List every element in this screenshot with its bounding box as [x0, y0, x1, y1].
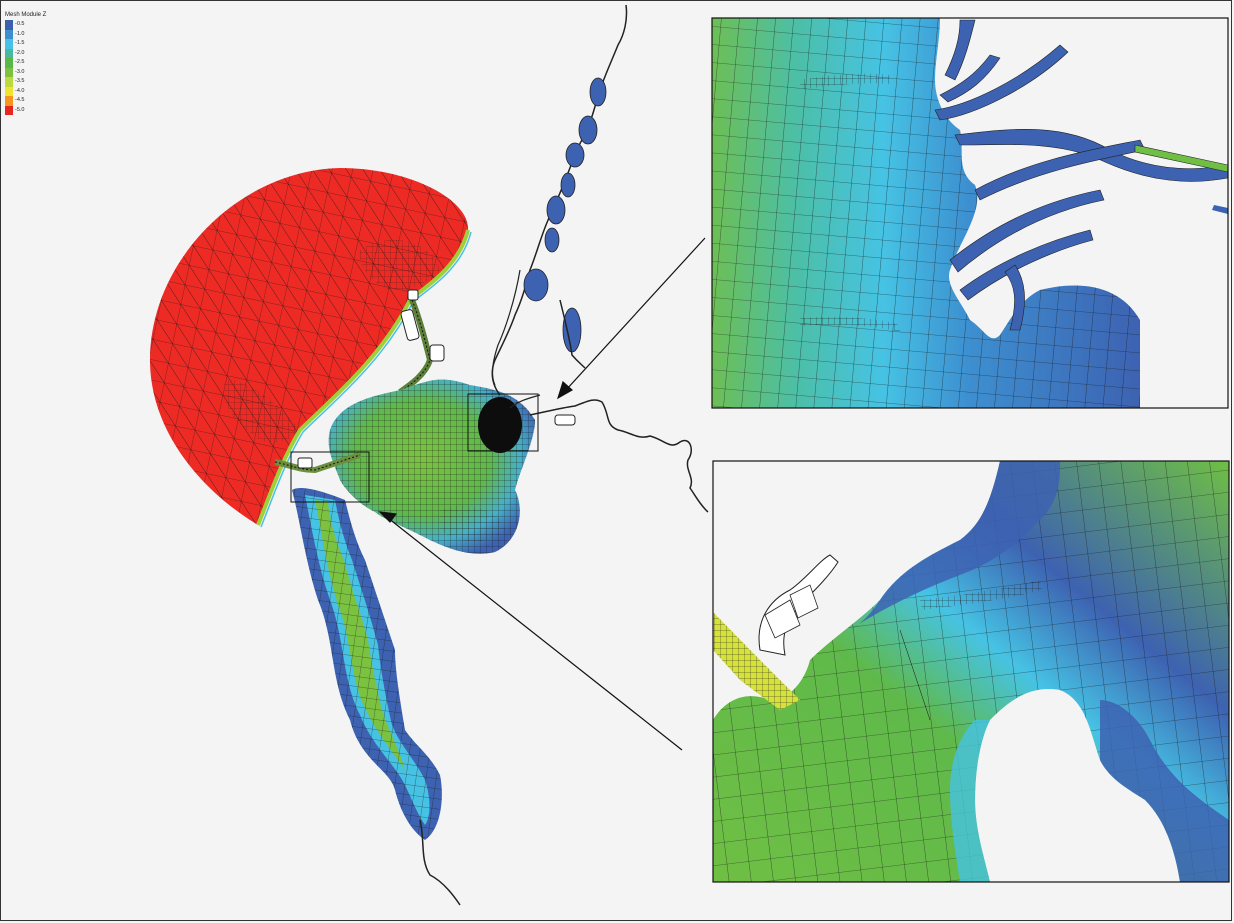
- legend-entry: -2.0: [5, 48, 46, 58]
- legend-swatch: [5, 77, 13, 87]
- legend-label: -3.0: [15, 68, 25, 75]
- legend-entry: -2.5: [5, 58, 46, 68]
- legend-swatch: [5, 29, 13, 39]
- legend-entry: -3.0: [5, 67, 46, 77]
- eastern-river: [509, 394, 709, 513]
- offshore-red-zone: [150, 168, 472, 528]
- legend-label: -4.5: [15, 97, 25, 103]
- legend-swatch: [5, 96, 13, 106]
- legend-label: -3.5: [15, 78, 25, 84]
- legend-swatch: [5, 39, 13, 49]
- legend-entry: -1.5: [5, 39, 46, 49]
- south-connector: [274, 452, 361, 474]
- legend-label: -1.5: [15, 40, 25, 46]
- north-channel: [398, 289, 445, 395]
- legend-swatch: [5, 86, 13, 96]
- legend-title: Mesh Module Z: [5, 12, 47, 18]
- zoom-panel-lagoon: [712, 460, 1230, 883]
- legend-label: -0.5: [15, 21, 25, 27]
- legend-entry: -4.0: [5, 86, 46, 96]
- northern-river: [491, 4, 628, 396]
- legend-entry: -3.5: [5, 77, 46, 87]
- legend-swatch: [5, 58, 13, 68]
- legend-label: -2.0: [15, 49, 25, 56]
- zoom-panel-delta: [711, 17, 1229, 409]
- southern-river: [292, 488, 461, 906]
- marina-structure: [758, 554, 839, 656]
- inset-box-delta: [467, 393, 539, 452]
- legend-label: -5.0: [15, 106, 25, 113]
- legend-entry: -1.0: [5, 29, 46, 39]
- legend-swatch: [5, 48, 13, 58]
- legend-swatch: [5, 67, 13, 77]
- legend-entry: -4.5: [5, 96, 46, 106]
- legend-label: -1.0: [15, 30, 25, 37]
- legend-label: -2.5: [15, 59, 25, 65]
- legend-entry: -5.0: [5, 105, 46, 115]
- legend-swatch: [5, 20, 13, 30]
- callout-arrows: [378, 237, 706, 751]
- inset-box-lagoon: [290, 451, 370, 503]
- legend-label: -4.0: [15, 87, 25, 94]
- legend-swatch: [5, 105, 13, 115]
- legend-entry: -0.5: [5, 20, 46, 30]
- color-legend: Mesh Module Z -0.5 -1.0 -1.5 -2.0 -2.5 -3.0 -3…: [5, 12, 46, 115]
- inland-bay: [328, 379, 535, 554]
